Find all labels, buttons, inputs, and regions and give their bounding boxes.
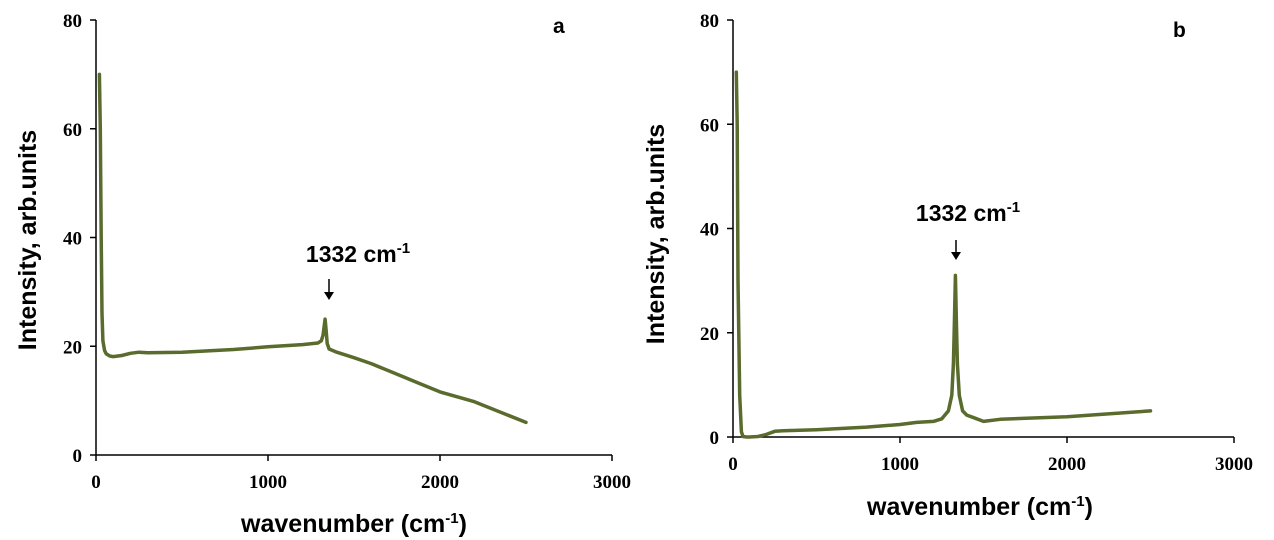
chart-b-ytick-label: 20	[700, 324, 719, 345]
chart-b-xticks: 0 1000 2000 3000	[728, 437, 1253, 475]
chart-a-xtick-label: 1000	[249, 472, 287, 493]
chart-b-ytick-label: 0	[710, 428, 720, 449]
chart-a-yticks: 0 20 40 60 80	[63, 11, 96, 467]
chart-a: 0 20 40 60 80 0 1000 2000 3000 a wavenumber (cm…	[14, 11, 631, 538]
chart-b-xtick-label: 3000	[1215, 454, 1253, 475]
chart-b-ytick-label: 60	[700, 115, 719, 136]
chart-a-ytick-label: 20	[63, 337, 82, 358]
chart-a-ytick-label: 0	[73, 446, 83, 467]
chart-b-annotation: 1332 cm-1	[916, 199, 1020, 226]
chart-b-xtick-label: 1000	[881, 454, 919, 475]
chart-a-series-line	[97, 72, 528, 425]
chart-b: 0 20 40 60 80 0 1000 2000 3000 b wavenumber (cm…	[642, 11, 1253, 521]
chart-b-ylabel: Intensity, arb.units	[642, 124, 670, 344]
chart-b-series-line	[734, 70, 1153, 439]
chart-b-xlabel: wavenumber (cm-1)	[866, 493, 1093, 521]
chart-b-ytick-label: 80	[700, 11, 719, 32]
chart-b-xtick-label: 2000	[1048, 454, 1086, 475]
chart-a-ytick-label: 40	[63, 229, 82, 250]
chart-a-ytick-label: 80	[63, 11, 82, 32]
chart-a-annotation: 1332 cm-1	[306, 240, 410, 267]
chart-a-xtick-label: 0	[91, 472, 101, 493]
chart-a-xlabel: wavenumber (cm-1)	[240, 510, 467, 538]
chart-a-ylabel: Intensity, arb.units	[14, 130, 42, 350]
chart-a-panel-label: a	[553, 15, 565, 38]
chart-b-ytick-label: 40	[700, 220, 719, 241]
chart-b-yticks: 0 20 40 60 80	[700, 11, 733, 449]
chart-b-annotation-arrow	[951, 240, 961, 260]
chart-a-xticks: 0 1000 2000 3000	[91, 455, 631, 493]
chart-a-xtick-label: 3000	[593, 472, 631, 493]
chart-a-annotation-arrow	[324, 279, 334, 300]
chart-a-xtick-label: 2000	[421, 472, 459, 493]
chart-a-ytick-label: 60	[63, 120, 82, 141]
chart-b-panel-label: b	[1173, 19, 1186, 42]
chart-b-xtick-label: 0	[728, 454, 738, 475]
